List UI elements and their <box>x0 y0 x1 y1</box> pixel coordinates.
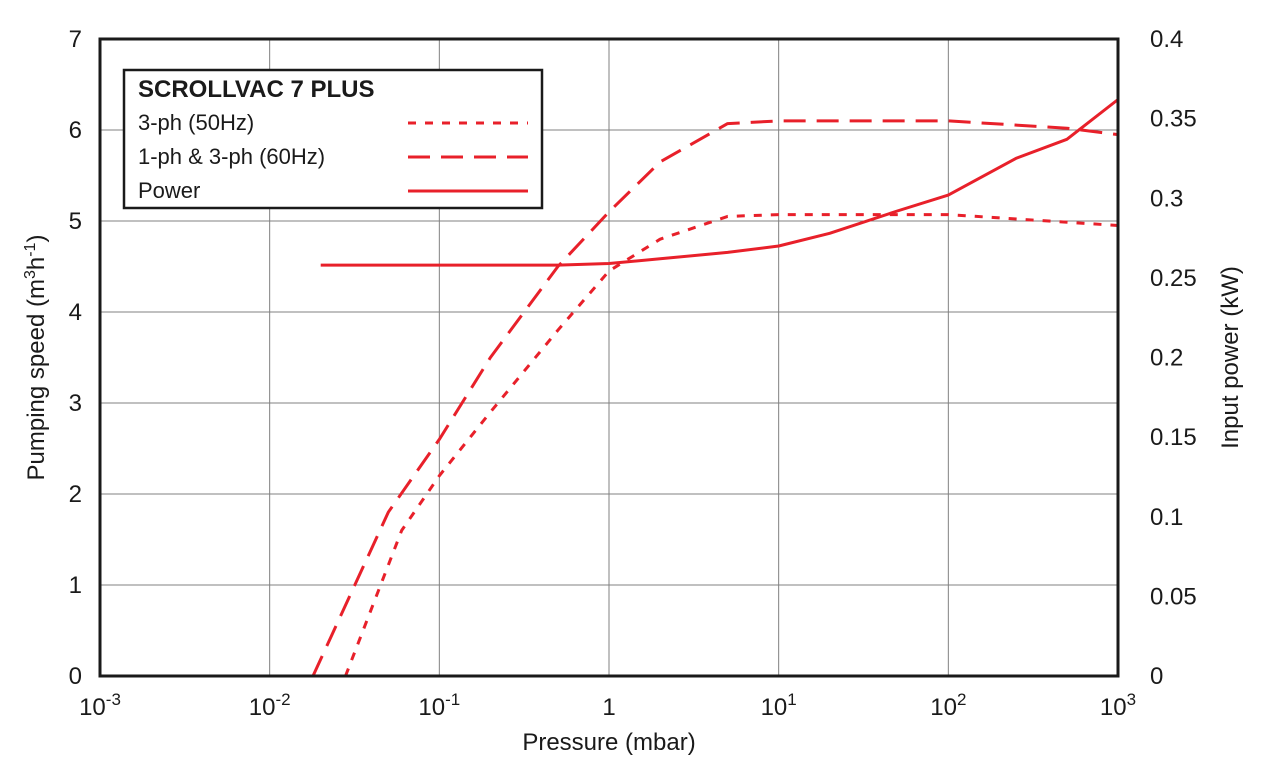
x-axis-title: Pressure (mbar) <box>522 729 695 756</box>
y-right-tick-label: 0.2 <box>1150 345 1183 372</box>
x-tick-label: 10-1 <box>418 690 460 721</box>
y-left-tick-label: 7 <box>69 26 82 53</box>
y-left-tick-label: 0 <box>69 663 82 690</box>
x-tick-label: 102 <box>930 690 966 721</box>
x-tick-exponent: 1 <box>787 690 796 709</box>
series-layer <box>311 98 1119 677</box>
x-tick-exponent: 3 <box>1127 690 1136 709</box>
x-tick-label: 101 <box>761 690 797 721</box>
x-tick-label: 10-3 <box>79 690 121 721</box>
x-tick-exponent: -2 <box>275 690 290 709</box>
legend-box <box>122 68 544 210</box>
tick-labels: 10-3 10-2 10-1 1 101 102 1030123456700.050.10.… <box>69 26 1197 721</box>
y-right-tick-label: 0.3 <box>1150 185 1183 212</box>
y-right-tick-label: 0.05 <box>1150 583 1197 610</box>
x-tick-label: 103 <box>1100 690 1136 721</box>
y-right-tick-label: 0.4 <box>1150 26 1183 53</box>
y-axis-left-title-suffix: ) <box>23 235 50 243</box>
y-left-tick-label: 4 <box>69 299 82 326</box>
legend-label: 3-ph (50Hz) <box>138 110 254 135</box>
x-tick-label: 10-2 <box>249 690 291 721</box>
series-line-2 <box>311 119 1119 677</box>
y-axis-left-title-sup2: -1 <box>22 242 39 256</box>
y-right-tick-label: 0.25 <box>1150 265 1197 292</box>
grid <box>99 38 1119 677</box>
y-right-tick-label: 0.15 <box>1150 424 1197 451</box>
y-axis-left-title-sup1: 3 <box>22 270 39 279</box>
x-tick-base: 10 <box>930 694 957 721</box>
y-left-tick-label: 5 <box>69 208 82 235</box>
y-axis-right-title: Input power (kW) <box>1217 266 1244 449</box>
x-tick-base: 10 <box>79 694 106 721</box>
legend: SCROLLVAC 7 PLUS 3-ph (50Hz) 1-ph & 3-ph … <box>122 68 544 210</box>
series-line-3 <box>320 98 1119 267</box>
y-axis-left-title-mid: h <box>23 257 50 270</box>
legend-title: SCROLLVAC 7 PLUS <box>138 76 374 103</box>
y-left-tick-label: 2 <box>69 481 82 508</box>
x-tick-label: 1 <box>602 694 615 721</box>
y-right-tick-label: 0.35 <box>1150 106 1197 133</box>
y-left-tick-label: 1 <box>69 572 82 599</box>
legend-label: 1-ph & 3-ph (60Hz) <box>138 144 325 169</box>
y-left-tick-label: 3 <box>69 390 82 417</box>
y-axis-left-title: Pumping speed (m3h-1) <box>22 235 50 481</box>
series-line-1 <box>344 213 1119 677</box>
x-tick-base: 10 <box>418 694 445 721</box>
y-axis-left-title-prefix: Pumping speed (m <box>23 279 50 480</box>
x-tick-base: 10 <box>761 694 788 721</box>
y-right-tick-label: 0.1 <box>1150 504 1183 531</box>
x-tick-base: 10 <box>249 694 276 721</box>
plot-frame <box>98 37 1120 678</box>
x-tick-base: 1 <box>602 694 615 721</box>
y-left-tick-label: 6 <box>69 117 82 144</box>
x-tick-exponent: -1 <box>445 690 460 709</box>
x-tick-exponent: -3 <box>106 690 121 709</box>
x-tick-exponent: 2 <box>957 690 966 709</box>
x-tick-base: 10 <box>1100 694 1127 721</box>
legend-label: Power <box>138 178 200 203</box>
y-right-tick-label: 0 <box>1150 663 1163 690</box>
